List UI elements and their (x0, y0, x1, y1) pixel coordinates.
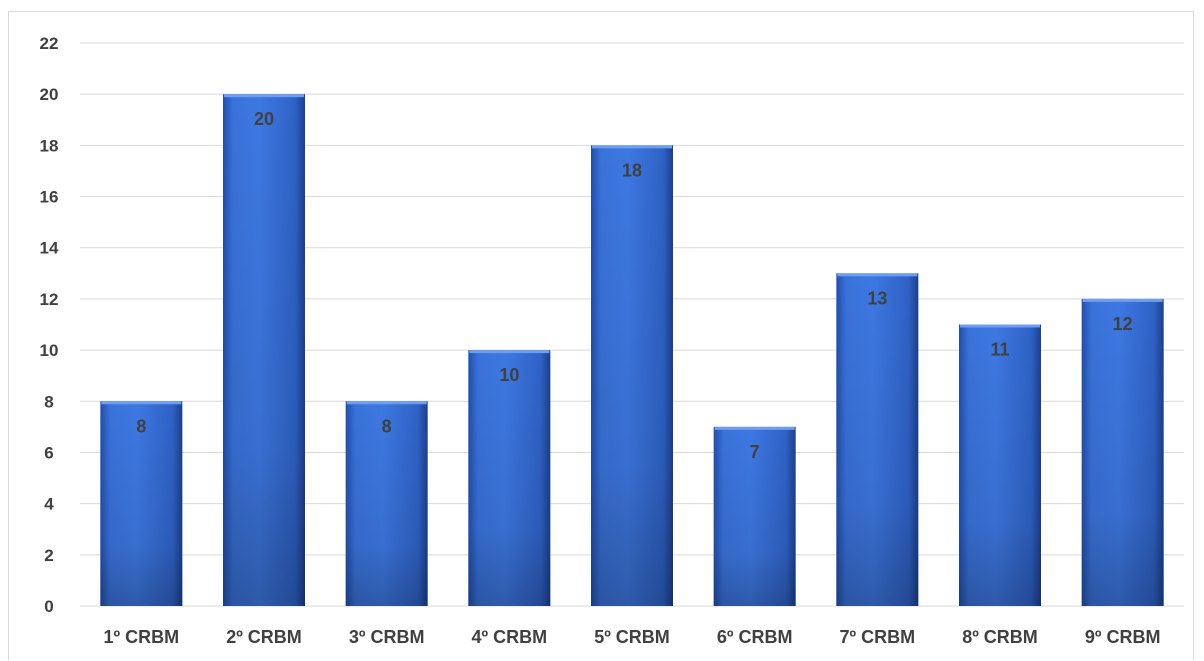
bar-1 (100, 401, 183, 606)
y-tick-label: 8 (44, 392, 53, 411)
bar-top-highlight (960, 324, 1040, 328)
y-tick-label: 14 (40, 239, 59, 258)
x-category-label: 3º CRBM (349, 627, 425, 647)
bar-8 (959, 324, 1041, 606)
bar-shade (591, 145, 673, 606)
y-tick-label: 16 (40, 188, 59, 207)
x-category-label: 9º CRBM (1085, 627, 1161, 647)
bar-6 (713, 426, 796, 606)
x-category-label: 6º CRBM (717, 627, 793, 647)
bar-top-highlight (346, 401, 427, 405)
x-category-label: 4º CRBM (472, 627, 548, 647)
x-category-label: 8º CRBM (962, 627, 1038, 647)
bar-shade (1081, 298, 1164, 606)
data-label: 7 (750, 442, 760, 462)
bar-7 (836, 273, 919, 606)
bar-shade (713, 426, 796, 606)
bar-top-highlight (224, 94, 304, 98)
bar-top-highlight (714, 426, 795, 430)
bar-top-highlight (101, 401, 182, 405)
bar-shade (345, 401, 428, 606)
bar-shade (836, 273, 919, 606)
x-category-label: 1º CRBM (104, 627, 180, 647)
data-label: 8 (382, 416, 392, 436)
y-tick-label: 22 (40, 34, 59, 53)
data-label: 10 (499, 365, 519, 385)
chart-frame (8, 11, 1194, 660)
bar-shade (959, 324, 1041, 606)
data-label: 11 (990, 340, 1009, 360)
bar-top-highlight (1082, 298, 1163, 302)
labels-layer: 0 2 4 6 8 10 12 14 16 18 20 22 8 1º CRBM 20 2º CRBM 8 3º … (40, 34, 1161, 647)
y-tick-label: 12 (40, 290, 59, 309)
y-tick-label: 0 (44, 597, 53, 616)
bar-top-highlight (837, 273, 918, 277)
bars-layer (100, 94, 1164, 606)
data-label: 12 (1113, 314, 1133, 334)
bar-shade (468, 350, 551, 606)
bar-4 (468, 350, 551, 606)
y-tick-label: 20 (40, 85, 59, 104)
y-tick-label: 18 (40, 136, 59, 155)
data-label: 20 (254, 109, 274, 129)
data-label: 13 (867, 288, 887, 308)
data-label: 8 (136, 416, 146, 436)
y-tick-label: 6 (44, 443, 53, 462)
bar-9 (1081, 298, 1164, 606)
x-category-label: 5º CRBM (594, 627, 670, 647)
y-tick-label: 10 (40, 341, 59, 360)
data-label: 18 (622, 160, 642, 180)
bar-3 (345, 401, 428, 606)
x-category-label: 7º CRBM (840, 627, 916, 647)
y-tick-label: 2 (44, 546, 53, 565)
bar-2 (223, 94, 305, 606)
bar-5 (591, 145, 673, 606)
bar-top-highlight (469, 350, 550, 354)
bar-top-highlight (592, 145, 672, 149)
bar-shade (100, 401, 183, 606)
y-tick-label: 4 (44, 495, 54, 514)
x-category-label: 2º CRBM (226, 627, 302, 647)
bar-shade (223, 94, 305, 606)
